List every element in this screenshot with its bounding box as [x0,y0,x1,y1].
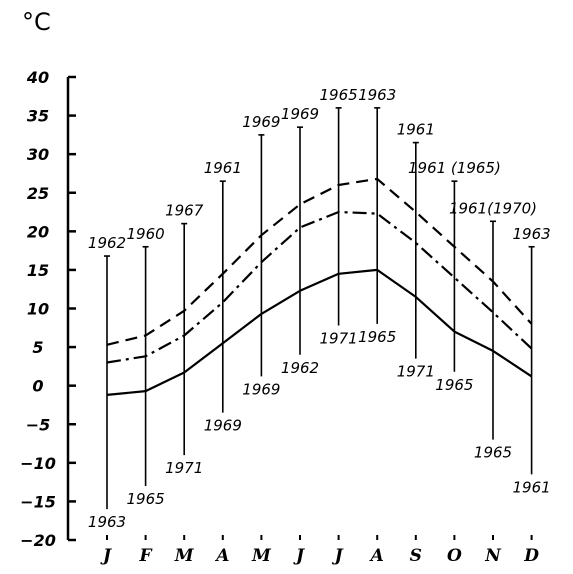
x-tick-label: D [523,546,539,566]
min-record-year: 1965 [358,328,396,346]
max-record-year: 1969 [281,105,319,123]
x-tick-label: J [293,546,305,566]
max-record-year: 1961 (1965) [408,159,501,177]
y-tick-label: −10 [20,454,56,473]
max-record-year: 1961 [397,121,435,139]
series-lines [106,177,533,396]
x-tick-label: F [139,546,154,566]
y-unit-label: °C [22,8,51,36]
y-tick-label: −5 [26,415,51,434]
y-ticks: 40 35 30 25 20 15 10 5 0 −5 −10 −15 −20 [20,68,76,550]
y-tick-label: 15 [27,261,49,280]
x-tick-label: N [484,546,502,566]
y-tick-label: 30 [27,145,49,164]
y-tick-label: 25 [27,184,49,203]
series-dash-dot [106,210,533,364]
min-record-year: 1969 [204,417,242,435]
max-record-year: 1965 [320,86,358,104]
series-solid [106,268,533,396]
min-record-year: 1965 [435,376,473,394]
x-tick-label: J [100,546,112,566]
min-record-year: 1971 [320,329,358,347]
min-record-year: 1965 [127,490,165,508]
min-record-year: 1965 [474,444,512,462]
y-tick-label: 35 [27,107,49,126]
max-record-year: 1960 [127,225,165,243]
x-tick-label: S [410,546,422,566]
max-record-year: 1961(1970) [449,199,537,217]
max-record-year: 1961 [204,159,242,177]
min-record-year: 1963 [88,513,126,531]
min-record-year: 1971 [165,459,203,477]
min-record-year: 1962 [281,359,319,377]
max-record-year: 1969 [242,113,280,131]
y-tick-label: −20 [20,531,56,550]
max-record-year: 1962 [88,234,126,252]
max-record-year: 1963 [358,86,396,104]
y-tick-label: 20 [27,222,49,241]
y-tick-label: 10 [27,300,49,319]
max-record-year: 1963 [513,225,551,243]
y-tick-label: 40 [26,68,49,87]
y-tick-label: 5 [32,338,43,357]
series-dashed [106,177,533,346]
min-record-year: 1971 [397,363,435,381]
x-tick-label: A [214,546,229,566]
min-record-year: 1961 [513,478,551,496]
x-tick-label: M [251,546,272,566]
y-tick-label: 0 [32,377,43,396]
x-tick-label: A [369,546,384,566]
y-tick-label: −15 [20,492,56,511]
x-tick-label: O [447,546,462,566]
max-record-year: 1967 [165,202,204,220]
record-range-whiskers [104,107,535,510]
x-tick-label: J [332,546,344,566]
x-tick-label: M [174,546,195,566]
min-record-year: 1969 [242,380,280,398]
